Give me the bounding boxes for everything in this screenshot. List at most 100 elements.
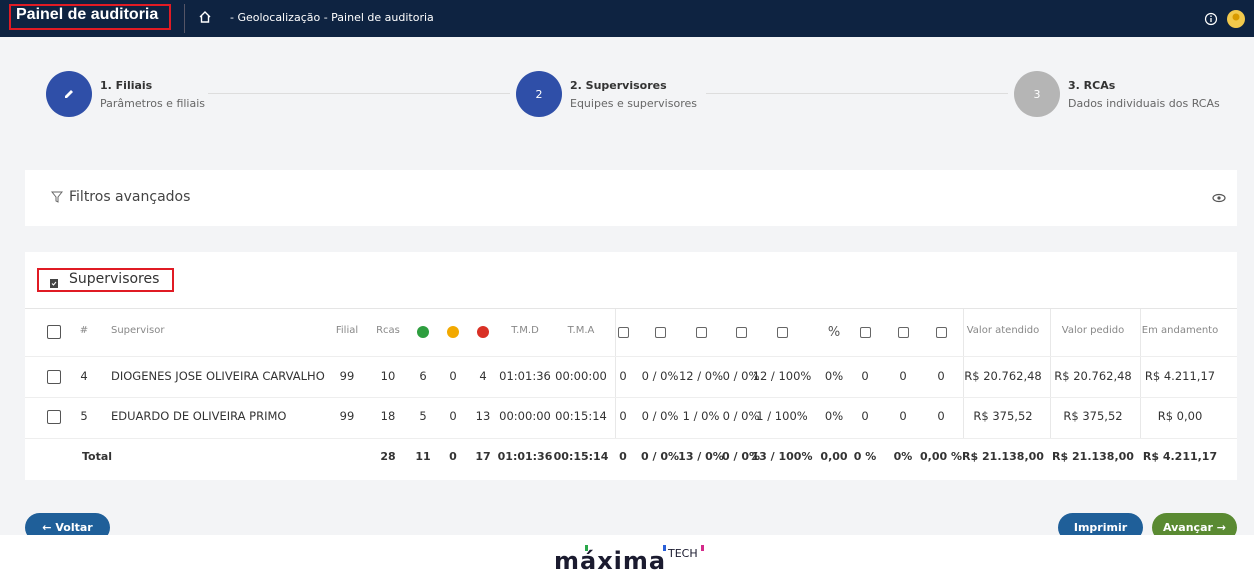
logo-accent <box>663 545 666 551</box>
row-checkbox[interactable] <box>47 410 61 424</box>
table-cell: R$ 375,52 <box>973 409 1033 423</box>
status-icon <box>477 326 489 338</box>
table-cell: R$ 20.762,48 <box>964 369 1042 383</box>
table-cell: 0 <box>861 369 869 383</box>
avatar[interactable] <box>1226 9 1246 29</box>
next-label: Avançar <box>1163 521 1213 534</box>
back-label: Voltar <box>55 521 93 534</box>
table-cell: 0 <box>619 369 627 383</box>
table-cell: 01:01:36 <box>499 369 551 383</box>
table-cell: 99 <box>339 409 355 423</box>
total-cell: 0 / 0% <box>721 450 761 463</box>
total-cell: R$ 4.211,17 <box>1142 450 1218 463</box>
column-header: Valor atendido <box>966 325 1040 336</box>
table-cell: 12 / 100% <box>752 369 812 383</box>
filters-card: Filtros avançados <box>25 170 1237 226</box>
table-cell: 0 / 0% <box>641 409 679 423</box>
logo-accent <box>585 545 588 551</box>
arrow: ← <box>42 521 56 534</box>
table-cell: 0 <box>937 369 945 383</box>
table-cell: R$ 4.211,17 <box>1144 369 1216 383</box>
info-icon[interactable] <box>1204 12 1218 26</box>
table-cell: 0 <box>449 409 457 423</box>
table-cell: 10 <box>380 369 396 383</box>
step-subtitle: Parâmetros e filiais <box>100 97 206 110</box>
eye-icon[interactable] <box>1212 193 1226 203</box>
column-icon <box>736 327 747 338</box>
clipboard-icon <box>50 279 58 288</box>
status-icon <box>417 326 429 338</box>
step-connector <box>706 93 1008 94</box>
table-cell: R$ 0,00 <box>1157 409 1203 423</box>
table-cell: 0 <box>899 369 907 383</box>
breadcrumb: - Geolocalização - Painel de auditoria <box>230 11 434 24</box>
column-header: T.M.A <box>567 325 595 336</box>
edit-icon <box>65 90 73 98</box>
select-all-checkbox[interactable] <box>47 325 61 339</box>
top-bar: Painel de auditoria - Geolocalização - P… <box>0 0 1254 37</box>
column-header: Supervisor <box>111 325 165 336</box>
step-title: 2. Supervisores <box>570 79 667 92</box>
total-cell: 0 <box>619 450 627 463</box>
total-cell: 00:15:14 <box>553 450 609 463</box>
table-cell: 0 <box>619 409 627 423</box>
row-checkbox[interactable] <box>47 370 61 384</box>
logo-accent <box>701 545 704 551</box>
column-header: # <box>79 325 89 336</box>
column-icon <box>860 327 871 338</box>
table-cell: EDUARDO DE OLIVEIRA PRIMO <box>111 409 287 423</box>
row-divider <box>25 356 1237 357</box>
divider <box>184 4 185 33</box>
column-icon <box>655 327 666 338</box>
table-cell: 4 <box>80 369 88 383</box>
total-cell: R$ 21.138,00 <box>1052 450 1134 463</box>
total-cell: R$ 21.138,00 <box>962 450 1044 463</box>
filters-title[interactable]: Filtros avançados <box>69 189 191 205</box>
logo: máxima <box>554 547 667 575</box>
total-cell: 13 / 0% <box>678 450 724 463</box>
column-header: % <box>827 325 841 340</box>
table-cell: 0 / 0% <box>641 369 679 383</box>
column-divider <box>963 309 964 439</box>
table-cell: 0 <box>899 409 907 423</box>
step-title: 1. Filiais <box>100 79 153 92</box>
column-divider <box>1050 309 1051 439</box>
column-icon <box>898 327 909 338</box>
table-cell: 13 <box>475 409 491 423</box>
table-cell: 99 <box>339 369 355 383</box>
step-title: 3. RCAs <box>1068 79 1116 92</box>
total-cell: 0 / 0% <box>640 450 680 463</box>
column-icon <box>777 327 788 338</box>
total-cell: 11 <box>415 450 431 463</box>
table-cell: 5 <box>80 409 88 423</box>
divider <box>25 308 1237 309</box>
table-cell: 00:00:00 <box>555 369 607 383</box>
table-cell: 5 <box>419 409 427 423</box>
table-cell: 00:00:00 <box>499 409 551 423</box>
app-title: Painel de auditoria <box>16 6 159 23</box>
column-header: Rcas <box>376 325 400 336</box>
table-cell: 6 <box>419 369 427 383</box>
table-cell: 1 / 100% <box>756 409 808 423</box>
filter-icon <box>51 191 63 203</box>
table-cell: 0 <box>937 409 945 423</box>
column-icon <box>618 327 629 338</box>
table-cell: R$ 20.762,48 <box>1054 369 1132 383</box>
home-icon[interactable] <box>198 10 212 24</box>
table-cell: 0% <box>824 409 844 423</box>
table-cell: 0 <box>861 409 869 423</box>
total-cell: 01:01:36 <box>497 450 553 463</box>
table-cell: 0 / 0% <box>722 409 760 423</box>
step-circle <box>46 71 92 117</box>
table-title: Supervisores <box>69 271 160 287</box>
arrow: → <box>1212 521 1226 534</box>
column-icon <box>936 327 947 338</box>
total-cell: 0 % <box>853 450 877 463</box>
total-cell: 0% <box>893 450 913 463</box>
table-cell: 4 <box>479 369 487 383</box>
footer: máxima TECH <box>0 535 1254 581</box>
row-divider <box>25 397 1237 398</box>
table-cell: 1 / 0% <box>682 409 720 423</box>
total-cell: 0,00 % <box>920 450 962 463</box>
